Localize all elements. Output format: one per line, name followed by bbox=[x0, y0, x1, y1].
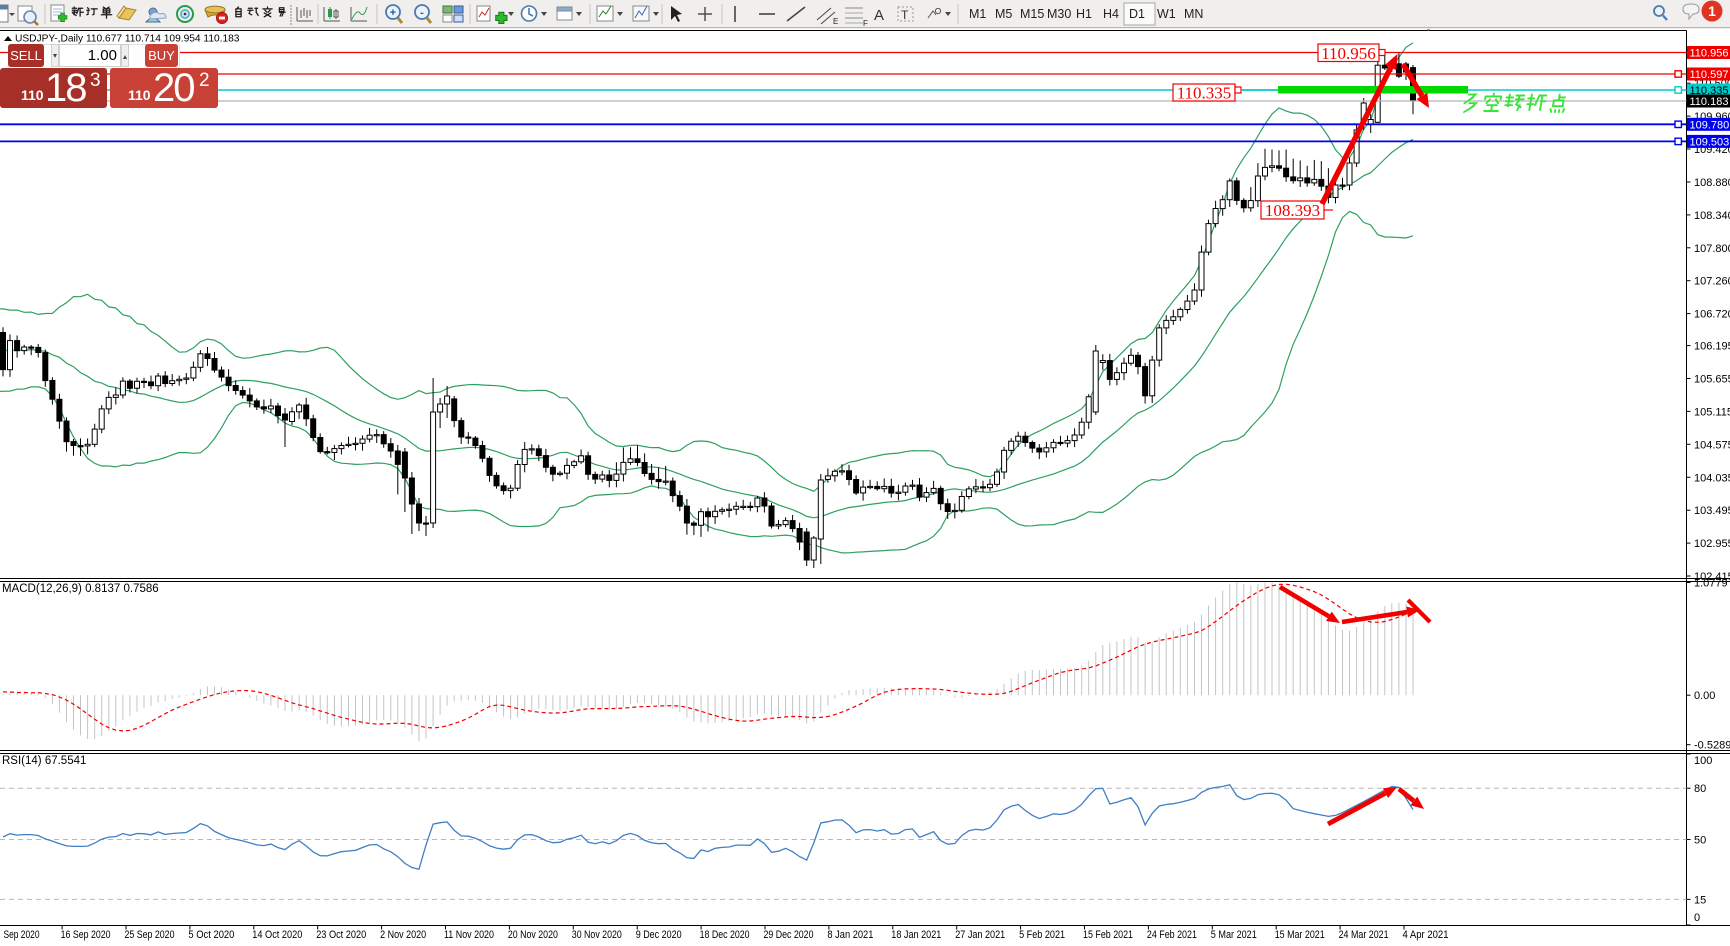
svg-text:18 Dec 2020: 18 Dec 2020 bbox=[700, 929, 750, 941]
svg-text:80: 80 bbox=[1694, 783, 1706, 795]
svg-text:110.335: 110.335 bbox=[1177, 84, 1232, 103]
svg-text:MN: MN bbox=[1184, 7, 1203, 21]
svg-text:A: A bbox=[874, 7, 884, 24]
svg-text:110.597: 110.597 bbox=[1690, 69, 1729, 81]
svg-text:107.260: 107.260 bbox=[1694, 276, 1730, 288]
svg-text:F: F bbox=[863, 19, 868, 28]
svg-text:110.335: 110.335 bbox=[1690, 85, 1729, 97]
svg-text:105.115: 105.115 bbox=[1694, 406, 1730, 418]
svg-text:100: 100 bbox=[1694, 755, 1712, 767]
svg-text:24 Mar 2021: 24 Mar 2021 bbox=[1339, 929, 1389, 941]
svg-text:M15: M15 bbox=[1020, 7, 1044, 21]
svg-text:102.415: 102.415 bbox=[1694, 571, 1730, 583]
svg-text:8 Jan 2021: 8 Jan 2021 bbox=[827, 929, 873, 941]
svg-text:110.956: 110.956 bbox=[1690, 48, 1729, 60]
svg-text:MACD(12,26,9) 0.8137 0.7586: MACD(12,26,9) 0.8137 0.7586 bbox=[2, 583, 159, 595]
svg-text:0.00: 0.00 bbox=[1694, 690, 1715, 702]
svg-text:50: 50 bbox=[1694, 835, 1706, 847]
svg-text:H4: H4 bbox=[1103, 7, 1119, 21]
svg-text:D1: D1 bbox=[1129, 7, 1145, 21]
svg-text:23 Oct 2020: 23 Oct 2020 bbox=[316, 929, 366, 941]
svg-text:M5: M5 bbox=[995, 7, 1012, 21]
svg-text:0: 0 bbox=[1694, 912, 1700, 924]
svg-text:103.495: 103.495 bbox=[1694, 505, 1730, 517]
svg-text:14 Oct 2020: 14 Oct 2020 bbox=[252, 929, 302, 941]
svg-text:24 Feb 2021: 24 Feb 2021 bbox=[1147, 929, 1197, 941]
svg-text:RSI(14) 67.5541: RSI(14) 67.5541 bbox=[2, 755, 86, 767]
svg-text:108.393: 108.393 bbox=[1265, 201, 1320, 220]
svg-text:20 Nov 2020: 20 Nov 2020 bbox=[508, 929, 558, 941]
svg-text:15: 15 bbox=[1694, 894, 1706, 906]
svg-text:106.720: 106.720 bbox=[1694, 309, 1730, 321]
svg-text:102.955: 102.955 bbox=[1694, 538, 1730, 550]
svg-text:+: + bbox=[390, 7, 396, 19]
svg-text:105.655: 105.655 bbox=[1694, 374, 1730, 386]
svg-text:1: 1 bbox=[1708, 3, 1716, 19]
svg-text:109.780: 109.780 bbox=[1690, 119, 1730, 131]
svg-text:11 Nov 2020: 11 Nov 2020 bbox=[444, 929, 494, 941]
svg-text:1.0779: 1.0779 bbox=[1694, 578, 1728, 590]
svg-text:29 Dec 2020: 29 Dec 2020 bbox=[764, 929, 814, 941]
svg-text:-: - bbox=[420, 7, 424, 19]
svg-text:15 Mar 2021: 15 Mar 2021 bbox=[1275, 929, 1325, 941]
svg-text:15 Feb 2021: 15 Feb 2021 bbox=[1083, 929, 1133, 941]
svg-text:-0.5289: -0.5289 bbox=[1694, 740, 1730, 752]
svg-text:109.503: 109.503 bbox=[1690, 136, 1730, 148]
svg-text:108.340: 108.340 bbox=[1694, 210, 1730, 222]
svg-text:M30: M30 bbox=[1047, 7, 1071, 21]
svg-text:2 Nov 2020: 2 Nov 2020 bbox=[380, 929, 426, 941]
svg-text:30 Nov 2020: 30 Nov 2020 bbox=[572, 929, 622, 941]
svg-text:E: E bbox=[833, 17, 838, 26]
svg-text:18 Jan 2021: 18 Jan 2021 bbox=[891, 929, 941, 941]
svg-text:110.956: 110.956 bbox=[1321, 44, 1376, 63]
svg-text:5 Oct 2020: 5 Oct 2020 bbox=[188, 929, 234, 941]
svg-text:106.195: 106.195 bbox=[1694, 341, 1730, 353]
svg-text:W1: W1 bbox=[1157, 7, 1176, 21]
svg-text:110.183: 110.183 bbox=[1690, 96, 1729, 108]
svg-text:107.800: 107.800 bbox=[1694, 243, 1730, 255]
svg-text:5 Feb 2021: 5 Feb 2021 bbox=[1019, 929, 1065, 941]
svg-text:9 Dec 2020: 9 Dec 2020 bbox=[636, 929, 682, 941]
svg-text:5 Mar 2021: 5 Mar 2021 bbox=[1211, 929, 1257, 941]
svg-text:104.035: 104.035 bbox=[1694, 472, 1730, 484]
svg-text:104.575: 104.575 bbox=[1694, 439, 1730, 451]
svg-text:H1: H1 bbox=[1076, 7, 1092, 21]
svg-text:108.880: 108.880 bbox=[1694, 177, 1730, 189]
svg-text:27 Jan 2021: 27 Jan 2021 bbox=[955, 929, 1005, 941]
svg-text:16 Sep 2020: 16 Sep 2020 bbox=[61, 929, 111, 941]
svg-text:T: T bbox=[901, 8, 909, 22]
svg-text:Sep 2020: Sep 2020 bbox=[4, 929, 40, 941]
svg-text:4 Apr 2021: 4 Apr 2021 bbox=[1403, 929, 1449, 941]
svg-text:USDJPY-,Daily 110.677 110.714: USDJPY-,Daily 110.677 110.714 109.954 11… bbox=[15, 34, 240, 45]
svg-text:25 Sep 2020: 25 Sep 2020 bbox=[125, 929, 175, 941]
svg-text:M1: M1 bbox=[969, 7, 986, 21]
